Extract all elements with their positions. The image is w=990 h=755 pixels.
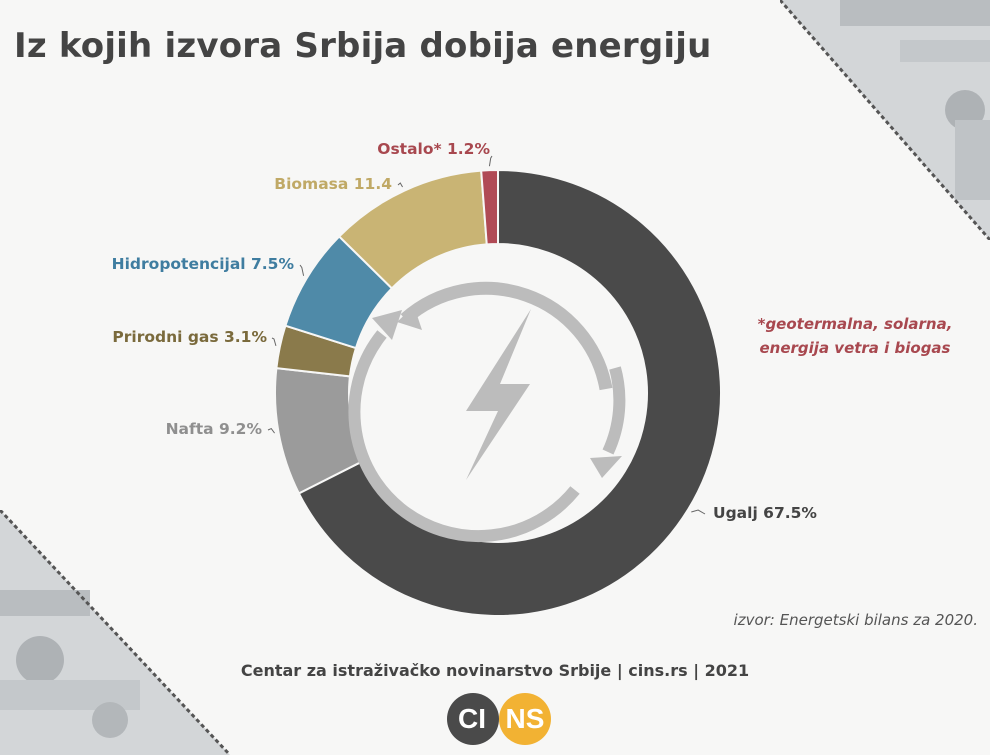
label-leaders [267, 155, 706, 515]
logo-right-circle: NS [499, 693, 551, 745]
slice-label: Ostalo* 1.2% [377, 140, 490, 158]
credit-line: Centar za istraživačko novinarstvo Srbij… [240, 661, 750, 680]
leader-line [271, 337, 277, 347]
donut-slices [274, 168, 722, 617]
footnote: *geotermalna, solarna, energija vetra i … [740, 312, 970, 360]
footnote-line-2: energija vetra i biogas [759, 339, 951, 357]
leader-line [691, 509, 706, 515]
leader-line [397, 182, 403, 188]
footnote-line-1: *geotermalna, solarna, [757, 315, 953, 333]
chart-title: Iz kojih izvora Srbija dobija energiju [14, 26, 712, 66]
donut-slice-ugalj [297, 168, 722, 617]
slice-label: Ugalj 67.5% [713, 504, 817, 522]
slice-label: Nafta 9.2% [166, 420, 263, 438]
energy-cycle-lightning-icon [348, 281, 626, 543]
leader-line [267, 427, 275, 434]
source-note: izvor: Energetski bilans za 2020. [733, 611, 978, 629]
leader-line [299, 264, 305, 276]
slice-labels: Ugalj 67.5% Nafta 9.2% Prirodni gas 3.1% Hi… [112, 140, 818, 522]
slice-label: Prirodni gas 3.1% [112, 328, 267, 346]
logo-left-circle: CI [447, 693, 499, 745]
slice-label: Biomasa 11.4 [274, 175, 392, 193]
slice-label: Hidropotencijal 7.5% [112, 255, 295, 273]
leader-line [488, 155, 493, 167]
donut-slice-ostalo [480, 168, 499, 246]
cins-logo: CI NS [447, 693, 551, 745]
